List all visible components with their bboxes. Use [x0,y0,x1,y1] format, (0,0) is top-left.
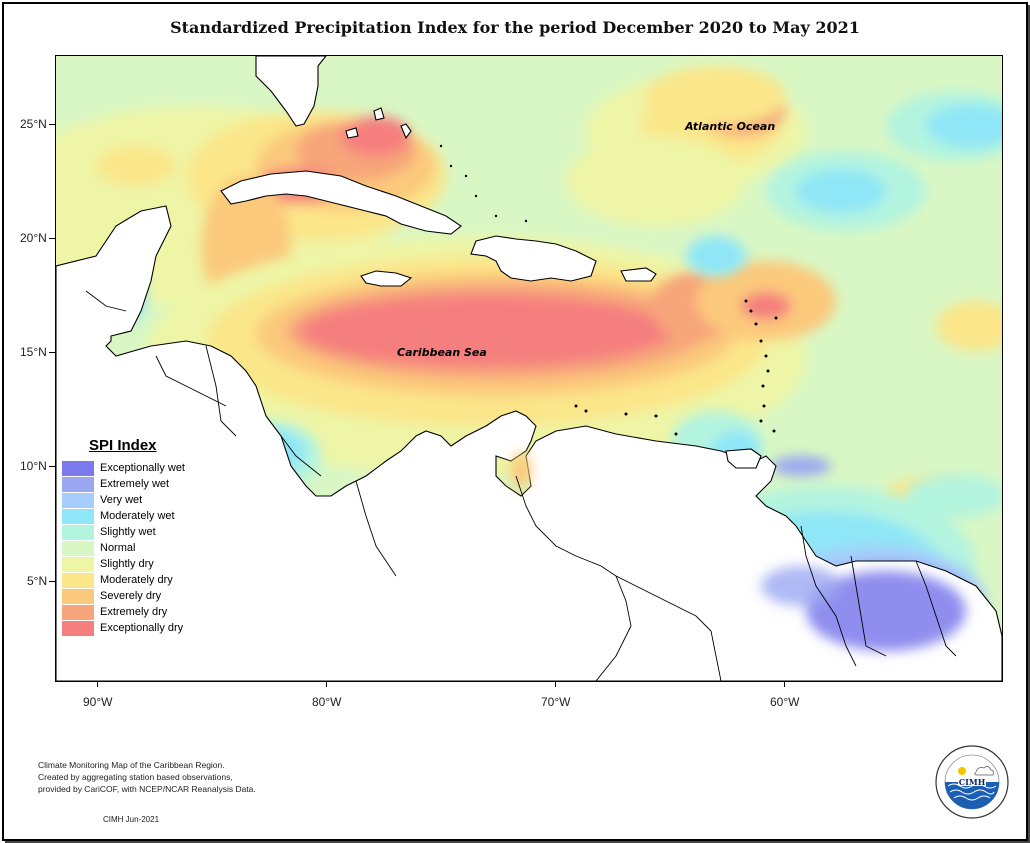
legend-label: Normal [100,542,136,554]
lat-label-25n: 25°N [20,117,47,131]
legend-row: Extremely dry [62,604,202,620]
legend-label: Extremely wet [100,478,170,490]
lat-tick [49,238,55,239]
lon-tick [555,681,556,687]
south-central-america [56,205,1002,681]
lat-tick [49,581,55,582]
legend-row: Slightly wet [62,524,202,540]
footnote-line: Created by aggregating station based obs… [38,772,233,782]
legend-swatch [62,540,94,556]
legend-label: Exceptionally dry [100,622,184,634]
legend-title: SPI Index [89,437,157,454]
legend-row: Moderately dry [62,572,202,588]
land-overlays [511,453,966,651]
lat-tick [49,466,55,467]
credit: CIMH Jun-2021 [103,815,160,824]
atlantic-ocean-label: Atlantic Ocean [685,120,776,133]
legend-label: Slightly wet [100,526,156,538]
legend-swatch [62,508,94,524]
legend-row: Very wet [62,492,202,508]
lat-tick [49,124,55,125]
footnote-line: provided by CariCOF, with NCEP/NCAR Rean… [38,784,256,794]
legend-swatch [62,572,94,588]
lesser-antilles [439,144,778,436]
legend-row: Exceptionally wet [62,460,202,476]
sun-icon [958,767,966,775]
lon-label-90w: 90°W [83,695,113,709]
jamaica [360,270,413,287]
legend-swatch [62,588,94,604]
lon-label-80w: 80°W [312,695,342,709]
legend-label: Severely dry [100,590,162,602]
legend-row: Normal [62,540,202,556]
legend-label: Very wet [100,494,143,506]
cimh-logo: CIMH [934,744,1010,820]
lat-label-15n: 15°N [20,345,47,359]
legend-row: Severely dry [62,588,202,604]
legend-row: Moderately wet [62,508,202,524]
legend-swatch [62,460,94,476]
map-title: Standardized Precipitation Index for the… [170,18,860,37]
legend-swatch [62,620,94,636]
lat-label-20n: 20°N [20,231,47,245]
legend-rows: Exceptionally wet Extremely wet Very wet Mo… [62,460,202,636]
hispaniola [470,235,597,282]
trinidad [725,448,762,469]
spi-legend: SPI Index Exceptionally wet Extremely wet… [62,437,202,636]
footnote: Climate Monitoring Map of the Caribbean … [38,759,256,795]
lon-label-60w: 60°W [770,695,800,709]
legend-swatch [62,524,94,540]
legend-label: Slightly dry [100,558,154,570]
cloud-icon [974,766,995,776]
land-masses [56,56,1002,681]
legend-swatch [62,604,94,620]
legend-label: Moderately dry [100,574,173,586]
spi-map [55,55,1003,682]
legend-swatch [62,556,94,572]
lon-tick [97,681,98,687]
lat-tick [49,352,55,353]
logo-text: CIMH [958,777,986,787]
legend-label: Extremely dry [100,606,168,618]
lat-label-5n: 5°N [27,574,48,588]
legend-row: Extremely wet [62,476,202,492]
legend-swatch [62,492,94,508]
borders [85,290,957,681]
legend-label: Exceptionally wet [100,462,185,474]
cuba [220,170,462,235]
puerto-rico [620,267,657,282]
lon-tick [326,681,327,687]
spi-map-canvas [56,56,1002,681]
lat-label-10n: 10°N [20,459,47,473]
legend-label: Moderately wet [100,510,175,522]
caribbean-sea-label: Caribbean Sea [397,346,487,359]
florida [255,56,327,127]
legend-row: Exceptionally dry [62,620,202,636]
lon-tick [784,681,785,687]
legend-row: Slightly dry [62,556,202,572]
lon-label-70w: 70°W [541,695,571,709]
footnote-line: Climate Monitoring Map of the Caribbean … [38,760,225,770]
legend-swatch [62,476,94,492]
